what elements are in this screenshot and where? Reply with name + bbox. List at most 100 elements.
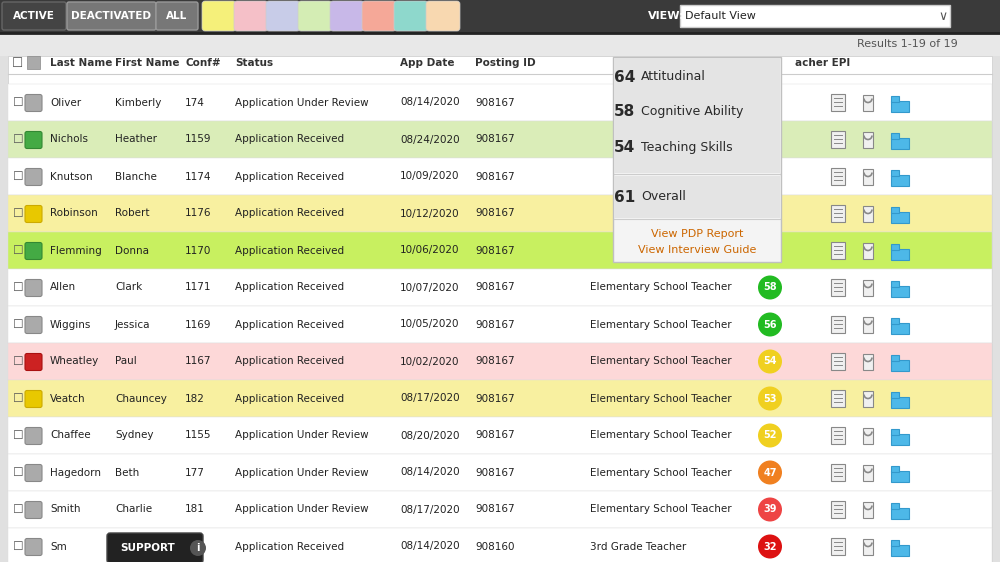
Bar [891, 248, 909, 260]
Text: Elementary School Teacher: Elementary School Teacher [590, 320, 732, 329]
FancyBboxPatch shape [298, 1, 332, 31]
Bar [891, 502, 899, 509]
FancyBboxPatch shape [25, 353, 42, 370]
Text: 32: 32 [763, 542, 777, 551]
Bar [8, 417, 992, 454]
Bar [831, 501, 845, 518]
Text: ∨: ∨ [938, 10, 948, 22]
Text: Chaffee: Chaffee [50, 430, 91, 441]
Text: ALL: ALL [166, 11, 188, 21]
Text: Sydney: Sydney [115, 430, 154, 441]
Text: ☐: ☐ [13, 392, 23, 405]
Text: Chauncey: Chauncey [115, 393, 167, 404]
Bar [863, 242, 873, 259]
Text: 908167: 908167 [475, 171, 515, 182]
Text: 10/06/2020: 10/06/2020 [400, 246, 460, 256]
FancyBboxPatch shape [67, 2, 156, 30]
Text: 10/07/2020: 10/07/2020 [400, 283, 460, 292]
Bar [891, 355, 899, 360]
Text: 908167: 908167 [475, 320, 515, 329]
Bar [891, 138, 909, 148]
Text: 52: 52 [763, 430, 777, 441]
Text: Teaching Skills: Teaching Skills [641, 140, 733, 153]
Text: Smith: Smith [50, 505, 80, 514]
Bar [863, 501, 873, 518]
Text: 1155: 1155 [185, 430, 212, 441]
Text: ☐: ☐ [13, 540, 23, 553]
Text: ☐: ☐ [13, 96, 23, 109]
Text: 1171: 1171 [185, 283, 212, 292]
Text: Flemming: Flemming [50, 246, 102, 256]
Bar [614, 58, 780, 173]
FancyBboxPatch shape [25, 538, 42, 555]
Text: 53: 53 [763, 393, 777, 404]
Text: Heather: Heather [115, 134, 157, 144]
Text: Application Under Review: Application Under Review [235, 97, 369, 107]
Bar [863, 465, 873, 481]
Text: 908167: 908167 [475, 505, 515, 514]
FancyBboxPatch shape [266, 1, 300, 31]
Text: 10/05/2020: 10/05/2020 [400, 320, 460, 329]
Text: 64: 64 [614, 70, 635, 84]
Text: i: i [196, 543, 200, 553]
Text: 177: 177 [185, 468, 205, 478]
Bar [831, 537, 845, 555]
Text: Kimberly: Kimberly [115, 97, 161, 107]
Bar [891, 397, 909, 407]
FancyBboxPatch shape [362, 1, 396, 31]
Bar [8, 454, 992, 491]
Text: ☐: ☐ [13, 170, 23, 183]
Text: App Date: App Date [400, 58, 454, 68]
Text: Allen: Allen [50, 283, 76, 292]
Circle shape [758, 497, 782, 522]
Text: Charlie: Charlie [115, 505, 152, 514]
Bar [863, 353, 873, 369]
Text: Knutson: Knutson [50, 171, 93, 182]
Text: 10/09/2020: 10/09/2020 [400, 171, 460, 182]
Bar [8, 195, 992, 232]
Text: 1159: 1159 [185, 134, 212, 144]
Circle shape [758, 387, 782, 410]
Text: Robinson: Robinson [50, 209, 98, 219]
Bar [891, 174, 909, 185]
Text: Application Received: Application Received [235, 171, 344, 182]
Text: Application Under Review: Application Under Review [235, 505, 369, 514]
Text: Application Under Review: Application Under Review [235, 468, 369, 478]
Text: 61: 61 [614, 189, 635, 205]
Text: 908160: 908160 [475, 542, 514, 551]
Text: Application Received: Application Received [235, 134, 344, 144]
Bar [891, 170, 899, 175]
Bar [8, 232, 992, 269]
FancyBboxPatch shape [234, 1, 268, 31]
Text: First Name: First Name [115, 58, 180, 68]
FancyBboxPatch shape [330, 1, 364, 31]
Text: 1174: 1174 [185, 171, 212, 182]
Text: ☐: ☐ [13, 466, 23, 479]
Text: Default View: Default View [685, 11, 756, 21]
Text: Elementary School Teacher: Elementary School Teacher [590, 430, 732, 441]
Text: Results 1-19 of 19: Results 1-19 of 19 [857, 39, 958, 49]
Text: 908167: 908167 [475, 246, 515, 256]
Text: 56: 56 [763, 320, 777, 329]
Text: SUPPORT: SUPPORT [121, 543, 175, 553]
Text: 10/12/2020: 10/12/2020 [400, 209, 460, 219]
Bar [863, 169, 873, 184]
Text: acher EPI: acher EPI [795, 58, 850, 68]
Bar [891, 285, 909, 297]
Text: ☐: ☐ [13, 355, 23, 368]
FancyBboxPatch shape [25, 206, 42, 223]
Text: 39: 39 [763, 505, 777, 514]
Bar [831, 427, 845, 443]
FancyBboxPatch shape [25, 391, 42, 407]
Circle shape [758, 424, 782, 447]
Bar [27, 56, 40, 69]
Text: ☐: ☐ [13, 133, 23, 146]
Bar [863, 279, 873, 296]
Text: 908167: 908167 [475, 356, 515, 366]
Text: Cognitive Ability: Cognitive Ability [641, 106, 743, 119]
Text: ACTIVE: ACTIVE [13, 11, 55, 21]
Text: Elementary School Teacher: Elementary School Teacher [590, 468, 732, 478]
Text: Oliver: Oliver [50, 97, 81, 107]
Text: Clark: Clark [115, 283, 142, 292]
Bar [831, 93, 845, 111]
